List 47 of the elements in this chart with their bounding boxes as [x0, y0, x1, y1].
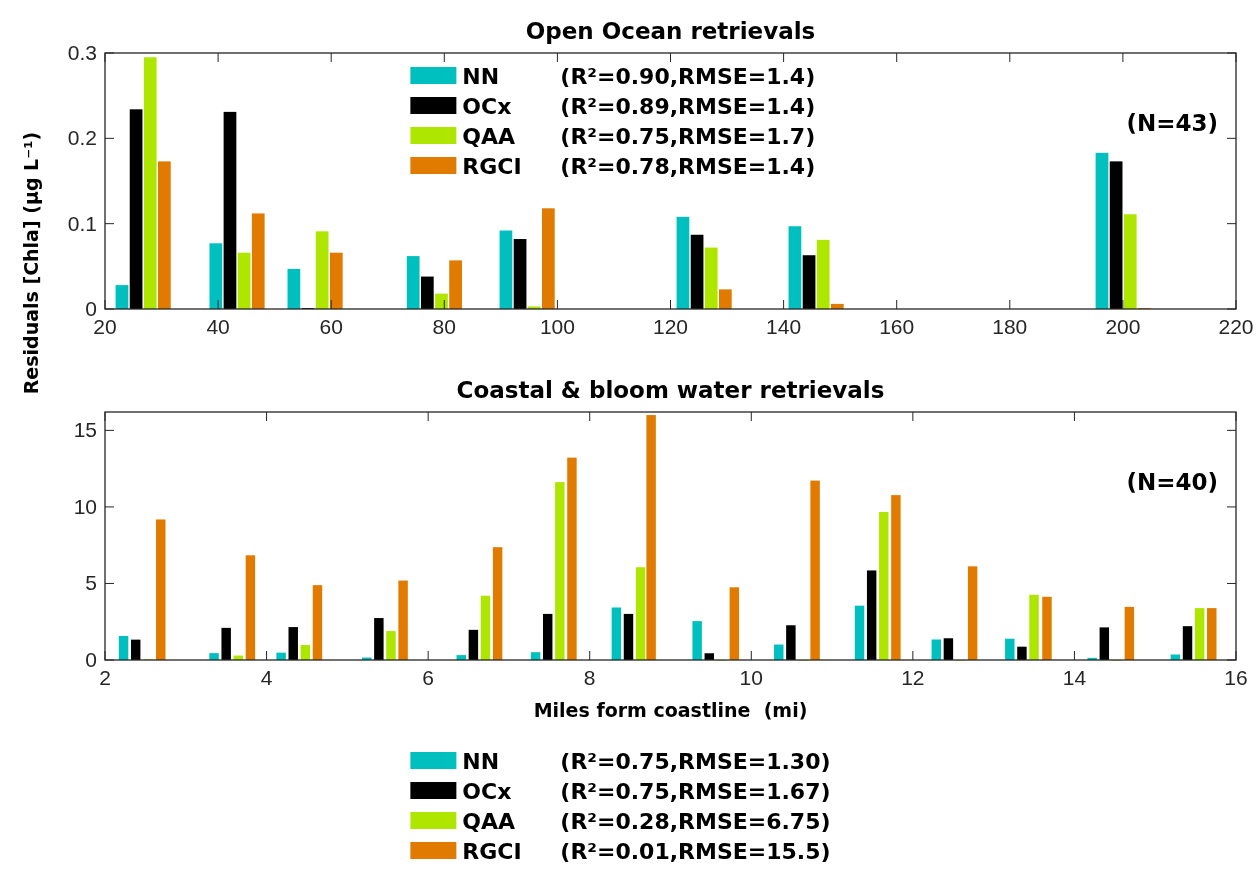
- x-tick-label: 4: [260, 666, 273, 689]
- y-axis-title: Residuals [Chla] (μg L⁻¹): [20, 131, 42, 395]
- x-tick-label: 180: [992, 315, 1028, 338]
- legend-label: RGCI: [462, 839, 522, 864]
- y-tick-label: 0.3: [67, 41, 97, 64]
- x-tick-label: 160: [879, 315, 915, 338]
- x-tick-label: 8: [583, 666, 596, 689]
- text: (R²=0.75,RMSE=1.67): [560, 779, 831, 804]
- x-tick-label: 140: [766, 315, 802, 338]
- y-tick-label: 0.1: [67, 211, 97, 235]
- legend-label: NN: [462, 749, 500, 774]
- y-tick-label: 5: [85, 571, 97, 595]
- x-tick-label: 6: [422, 666, 434, 689]
- x-tick-label: 12: [901, 666, 925, 689]
- annotation: (N=43): [1126, 110, 1218, 136]
- x-tick-label: 40: [206, 315, 230, 338]
- legend-label: NN: [462, 64, 500, 89]
- annotation: (N=40): [1126, 469, 1218, 495]
- chart-title: Coastal & bloom water retrievals: [456, 377, 885, 403]
- annotation: (R²=0.89,RMSE=1.4): [560, 94, 816, 119]
- x-tick-label: 80: [432, 315, 456, 338]
- text: (R²=0.01,RMSE=15.5): [560, 839, 831, 864]
- legend-label: RGCI: [462, 154, 522, 179]
- annotation: (R²=0.90,RMSE=1.4): [560, 64, 816, 89]
- x-tick-label: 100: [539, 315, 575, 338]
- legend-label: OCx: [462, 94, 512, 119]
- legend-label: QAA: [462, 124, 516, 149]
- x-tick-label: 10: [739, 666, 763, 689]
- x-tick-label: 60: [319, 315, 343, 338]
- annotation: (R²=0.75,RMSE=1.7): [560, 124, 816, 149]
- x-tick-label: 2: [99, 666, 111, 689]
- x-axis-title: Miles form coastline (mi): [533, 699, 808, 721]
- legend-label: OCx: [462, 779, 512, 804]
- y-tick-label: 15: [73, 418, 97, 442]
- x-tick-label: 120: [652, 315, 689, 338]
- y-tick-label: 0.2: [67, 126, 97, 150]
- chart-title: Open Ocean retrievals: [525, 18, 816, 44]
- x-tick-label: 16: [1224, 666, 1248, 689]
- x-tick-label: 14: [1062, 666, 1087, 689]
- text: (R²=0.75,RMSE=1.30): [560, 749, 831, 774]
- x-tick-label: 200: [1105, 315, 1141, 338]
- legend-label: QAA: [462, 809, 516, 834]
- y-tick-label: 10: [73, 494, 97, 518]
- x-tick-label: 220: [1218, 315, 1254, 338]
- y-tick-label: 0: [85, 648, 97, 671]
- text: (R²=0.28,RMSE=6.75): [560, 809, 831, 834]
- annotation: (R²=0.78,RMSE=1.4): [560, 154, 816, 179]
